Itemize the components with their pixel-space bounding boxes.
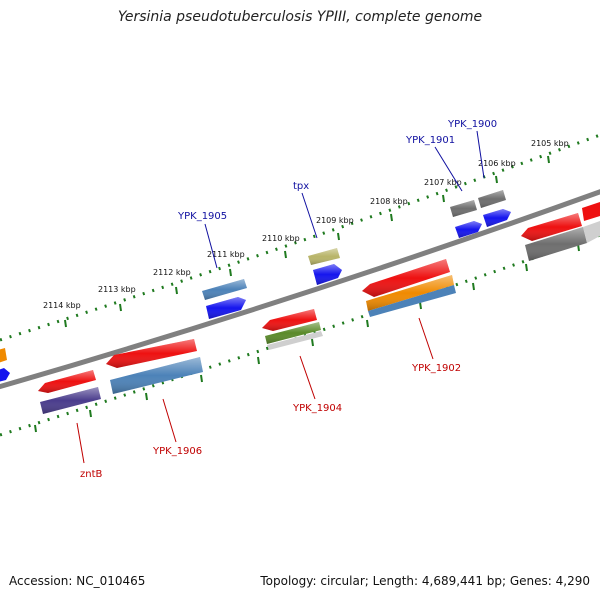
gene-feature[interactable] (0, 368, 10, 382)
gene-label-ypk1904[interactable]: YPK_1904 (292, 403, 342, 414)
scale-label-2108: 2108 kbp (370, 197, 408, 206)
gene-label-ypk1906[interactable]: YPK_1906 (152, 446, 202, 457)
scale-label-2112: 2112 kbp (153, 268, 191, 277)
gene-group-ypk1904[interactable] (262, 309, 323, 350)
gene-label-tpx[interactable]: tpx (293, 181, 309, 192)
gene-label-ypk1905[interactable]: YPK_1905 (177, 211, 227, 222)
scale-label-2113: 2113 kbp (98, 285, 136, 294)
topology-info: Topology: circular; Length: 4,689,441 bp… (260, 574, 590, 588)
scale-label-2105: 2105 kbp (531, 139, 569, 148)
gene-group-ypk1902[interactable] (362, 259, 456, 317)
gene-label-zntb[interactable]: zntB (80, 469, 103, 480)
scale-label-2110: 2110 kbp (262, 234, 300, 243)
gene-group-ypk1905[interactable] (202, 279, 247, 319)
gene-group-right[interactable] (521, 202, 600, 261)
gene-group-ypk1901[interactable] (450, 200, 482, 238)
scale-label-2114: 2114 kbp (43, 301, 81, 310)
scale-label-2106: 2106 kbp (478, 159, 516, 168)
reverse-gene-labels: zntB YPK_1906 YPK_1904 YPK_1902 (80, 363, 461, 480)
gene-group-tpx[interactable] (308, 248, 342, 285)
gene-label-ypk1900[interactable]: YPK_1900 (447, 119, 497, 130)
forward-gene-labels: YPK_1905 tpx YPK_1901 YPK_1900 (177, 119, 497, 222)
label-leaders (76, 130, 485, 464)
gene-label-ypk1902[interactable]: YPK_1902 (411, 363, 461, 374)
outer-major-ticks (64, 155, 550, 328)
gene-feature[interactable] (0, 348, 7, 363)
genome-backbone (0, 189, 600, 390)
scale-label-2109: 2109 kbp (316, 216, 354, 225)
map-title: Yersinia pseudotuberculosis YPIII, compl… (117, 9, 483, 25)
accession-info: Accession: NC_010465 (9, 574, 146, 588)
scale-labels: 2114 kbp 2113 kbp 2112 kbp 2111 kbp 2110… (43, 139, 569, 310)
scale-label-2111: 2111 kbp (207, 250, 245, 259)
gene-label-ypk1901[interactable]: YPK_1901 (405, 135, 455, 146)
gene-group-ypk1906[interactable] (106, 339, 203, 394)
gene-group-zntb[interactable] (38, 370, 101, 414)
gene-group-ypk1900[interactable] (478, 190, 511, 227)
scale-label-2107: 2107 kbp (424, 178, 462, 187)
